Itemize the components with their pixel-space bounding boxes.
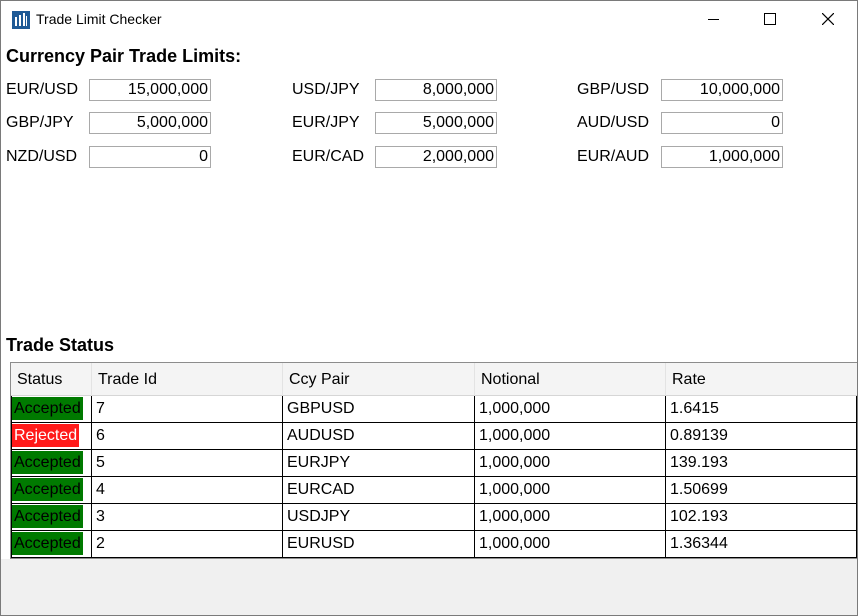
notional-cell: 1,000,000 <box>475 450 666 477</box>
limit-field-usdjpy[interactable] <box>375 79 497 101</box>
trade-id-cell: 5 <box>92 450 283 477</box>
table-row[interactable]: Accepted 2 EURUSD 1,000,000 1.36344 <box>11 531 857 558</box>
status-badge: Accepted <box>12 451 83 474</box>
limit-field-eurusd[interactable] <box>89 79 211 101</box>
status-cell: Accepted <box>11 450 92 477</box>
table-row[interactable]: Accepted 3 USDJPY 1,000,000 102.193 <box>11 504 857 531</box>
empty-footer-area <box>1 559 857 615</box>
trade-id-cell: 6 <box>92 423 283 450</box>
pair-label: EUR/USD <box>6 81 79 98</box>
ccy-pair-cell: EURJPY <box>283 450 475 477</box>
maximize-icon[interactable] <box>747 1 793 37</box>
app-chart-icon <box>12 11 30 29</box>
notional-cell: 1,000,000 <box>475 531 666 558</box>
rate-cell: 1.36344 <box>666 531 857 558</box>
rate-cell: 139.193 <box>666 450 857 477</box>
limit-field-eurcad[interactable] <box>375 146 497 168</box>
limit-field-gbpjpy[interactable] <box>89 112 211 134</box>
rate-cell: 1.50699 <box>666 477 857 504</box>
status-badge: Accepted <box>12 532 83 555</box>
status-cell: Accepted <box>11 531 92 558</box>
rate-cell: 102.193 <box>666 504 857 531</box>
limit-field-gbpusd[interactable] <box>661 79 783 101</box>
column-header-trade-id[interactable]: Trade Id <box>92 363 283 396</box>
close-icon[interactable] <box>805 1 851 37</box>
pair-label: GBP/USD <box>577 81 650 98</box>
pair-label: EUR/AUD <box>577 148 650 165</box>
pair-label: GBP/JPY <box>6 114 74 131</box>
window-title: Trade Limit Checker <box>36 11 162 27</box>
status-cell: Accepted <box>11 396 92 423</box>
ccy-pair-cell: USDJPY <box>283 504 475 531</box>
notional-cell: 1,000,000 <box>475 477 666 504</box>
rate-cell: 1.6415 <box>666 396 857 423</box>
notional-cell: 1,000,000 <box>475 423 666 450</box>
status-badge: Rejected <box>12 424 80 447</box>
status-cell: Rejected <box>11 423 92 450</box>
pair-label: EUR/JPY <box>292 114 360 131</box>
notional-cell: 1,000,000 <box>475 504 666 531</box>
column-header-notional[interactable]: Notional <box>475 363 666 396</box>
pair-label: EUR/CAD <box>292 148 365 165</box>
trade-status-grid[interactable]: Status Trade Id Ccy Pair Notional Rate A… <box>10 362 857 559</box>
ccy-pair-cell: EURCAD <box>283 477 475 504</box>
ccy-pair-cell: EURUSD <box>283 531 475 558</box>
ccy-pair-cell: GBPUSD <box>283 396 475 423</box>
limit-field-euraud[interactable] <box>661 146 783 168</box>
limits-heading: Currency Pair Trade Limits: <box>6 46 242 66</box>
status-cell: Accepted <box>11 477 92 504</box>
status-badge: Accepted <box>12 478 83 501</box>
limit-field-nzdusd[interactable] <box>89 146 211 168</box>
column-header-status[interactable]: Status <box>11 363 92 396</box>
column-header-ccy-pair[interactable]: Ccy Pair <box>283 363 475 396</box>
status-badge: Accepted <box>12 505 83 528</box>
column-header-rate[interactable]: Rate <box>666 363 857 396</box>
ccy-pair-cell: AUDUSD <box>283 423 475 450</box>
table-row[interactable]: Accepted 5 EURJPY 1,000,000 139.193 <box>11 450 857 477</box>
trade-status-heading: Trade Status <box>6 335 115 355</box>
trade-id-cell: 4 <box>92 477 283 504</box>
pair-label: NZD/USD <box>6 148 78 165</box>
trade-id-cell: 7 <box>92 396 283 423</box>
trade-id-cell: 2 <box>92 531 283 558</box>
table-row[interactable]: Accepted 7 GBPUSD 1,000,000 1.6415 <box>11 396 857 423</box>
status-cell: Accepted <box>11 504 92 531</box>
title-bar[interactable]: Trade Limit Checker <box>1 1 857 37</box>
limit-field-audusd[interactable] <box>661 112 783 134</box>
rate-cell: 0.89139 <box>666 423 857 450</box>
minimize-icon[interactable] <box>691 1 737 37</box>
notional-cell: 1,000,000 <box>475 396 666 423</box>
limit-field-eurjpy[interactable] <box>375 112 497 134</box>
trade-id-cell: 3 <box>92 504 283 531</box>
status-badge: Accepted <box>12 397 83 420</box>
table-row[interactable]: Accepted 4 EURCAD 1,000,000 1.50699 <box>11 477 857 504</box>
pair-label: AUD/USD <box>577 114 650 131</box>
table-row[interactable]: Rejected 6 AUDUSD 1,000,000 0.89139 <box>11 423 857 450</box>
pair-label: USD/JPY <box>292 81 360 98</box>
